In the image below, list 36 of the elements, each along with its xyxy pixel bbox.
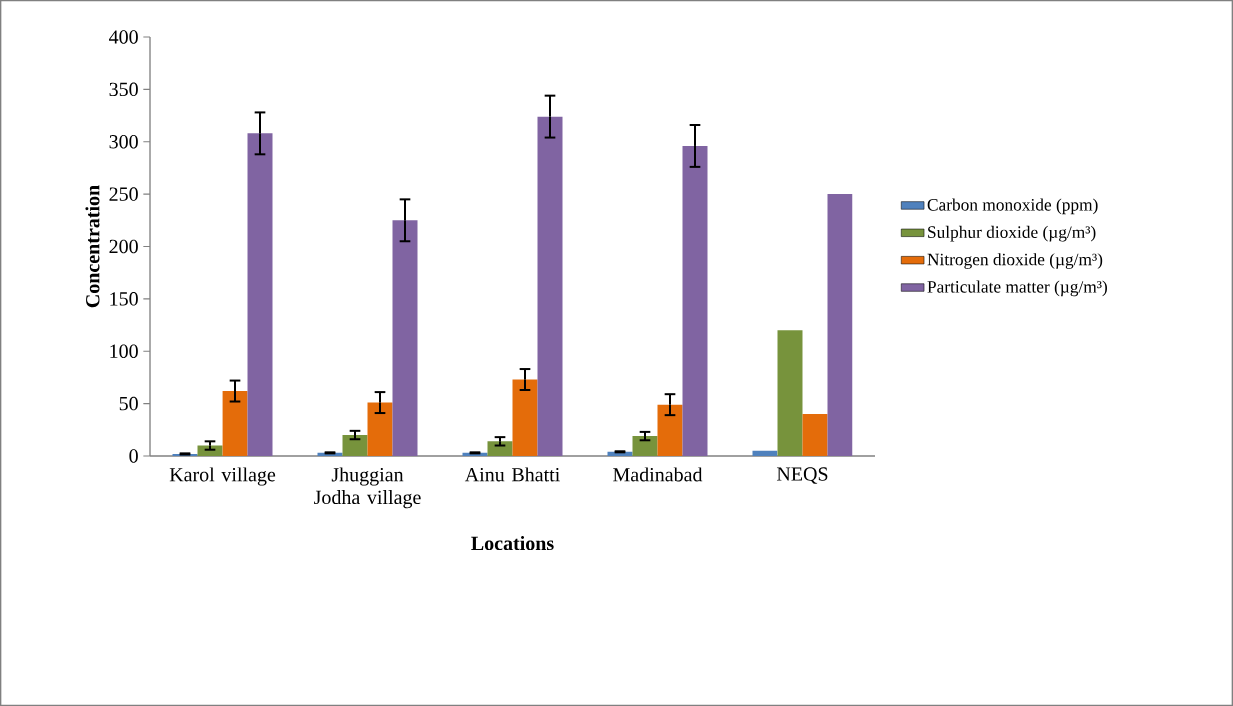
- y-tick-label: 0: [129, 449, 138, 463]
- y-tick-label: 300: [109, 135, 138, 149]
- bar: [632, 436, 658, 456]
- bar: [607, 451, 633, 456]
- y-tick-label: 200: [109, 239, 138, 254]
- y-tick-label: 150: [110, 292, 138, 306]
- bar: [512, 379, 538, 456]
- bar: [777, 330, 803, 456]
- y-tick-label: 100: [110, 344, 138, 358]
- y-tick-label: 250: [109, 187, 138, 201]
- x-tick-label: Karol village: [169, 467, 276, 486]
- bar: [222, 391, 248, 456]
- bar: [752, 450, 778, 456]
- bar: [247, 133, 273, 456]
- x-tick-label: Madinabad: [613, 467, 703, 482]
- legend-label: Carbon monoxide (ppm): [927, 198, 1098, 215]
- bar: [827, 194, 853, 456]
- bar: [802, 414, 828, 456]
- bar: [487, 441, 513, 456]
- y-tick-label: 400: [109, 30, 138, 44]
- legend-label: Sulphur dioxide (µg/m³): [928, 225, 1096, 242]
- y-tick-label: 350: [109, 82, 138, 97]
- legend-label: Particulate matter (µg/m³): [927, 280, 1107, 297]
- bar: [342, 435, 368, 456]
- x-tick-label: Ainu Bhatti: [464, 467, 560, 482]
- x-tick-label: Jhuggian Jodha village: [314, 467, 421, 509]
- bar: [682, 145, 708, 456]
- bar: [657, 404, 683, 456]
- bar: [367, 402, 393, 456]
- y-axis-title: Concentration: [85, 185, 100, 308]
- legend-label: Nitrogen dioxide (µg/m³): [927, 253, 1103, 269]
- bar: [537, 116, 563, 456]
- x-axis-title: Locations: [471, 536, 554, 551]
- bar: [392, 220, 418, 456]
- x-tick-label: NEQS: [776, 467, 828, 484]
- y-tick-label: 50: [119, 396, 138, 411]
